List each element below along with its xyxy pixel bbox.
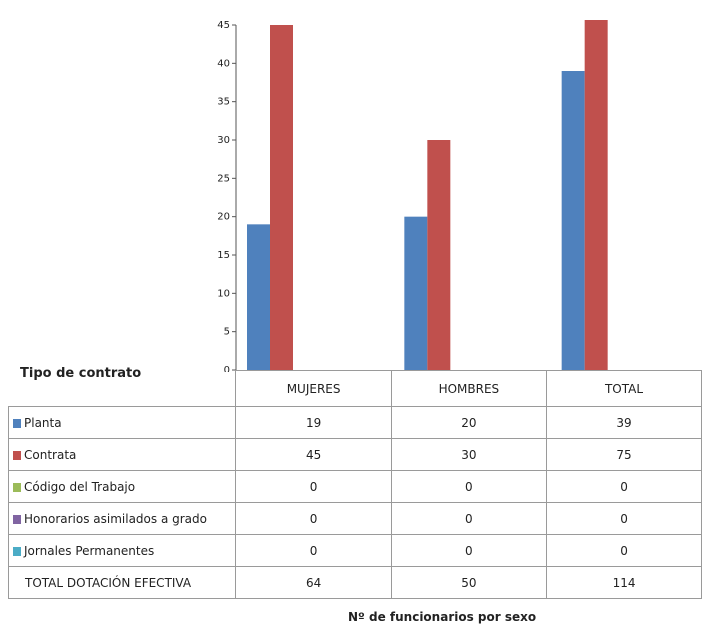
table-row: Jornales Permanentes 0 0 0 (7, 534, 702, 567)
series-label: Honorarios asimilados a grado (7, 502, 237, 535)
table-cell: 0 (235, 502, 392, 535)
y-tick-label: 0 (224, 365, 230, 372)
y-tick-label: 25 (217, 173, 230, 184)
bar (561, 71, 585, 370)
total-row: TOTAL DOTACIÓN EFECTIVA 64 50 114 (7, 566, 702, 599)
legend-swatch (13, 418, 21, 428)
category-label: TOTAL (546, 370, 702, 407)
series-label: Código del Trabajo (7, 470, 237, 503)
table-row: Planta 19 20 39 (7, 406, 702, 439)
y-tick-label: 5 (224, 327, 230, 338)
table-cell: 39 (546, 406, 702, 439)
table-row-title: Tipo de contrato (20, 366, 142, 381)
legend-swatch (13, 514, 21, 524)
table-cell: 19 (235, 406, 392, 439)
series-label: Jornales Permanentes (7, 534, 237, 567)
table-cell: 20 (390, 406, 548, 439)
x-axis-caption: Nº de funcionarios por sexo (348, 610, 537, 624)
series-name: Planta (24, 415, 62, 430)
series-label: Contrata (7, 438, 237, 471)
total-cell: 114 (546, 566, 702, 599)
table-corner (9, 371, 236, 407)
y-tick-label: 30 (217, 135, 230, 146)
category-label: MUJERES (235, 370, 392, 407)
y-tick-label: 15 (217, 250, 230, 261)
total-cell: 50 (390, 566, 548, 599)
table-cell: 75 (546, 438, 702, 471)
series-name: Honorarios asimilados a grado (24, 511, 207, 526)
series-name: Contrata (24, 447, 77, 462)
table-cell: 0 (235, 534, 392, 567)
bar (427, 140, 451, 370)
table-cell: 0 (546, 502, 702, 535)
table-header-row: MUJERES HOMBRES TOTAL (9, 370, 702, 407)
y-tick-label: 45 (217, 20, 230, 31)
table-cell: 0 (390, 502, 548, 535)
series-name: Código del Trabajo (24, 479, 136, 494)
table-cell: 0 (546, 534, 702, 567)
table-cell: 45 (235, 438, 392, 471)
bar-chart: 0 5 10 15 20 25 30 35 40 45 (217, 20, 608, 372)
bar (247, 224, 270, 370)
legend-swatch (13, 450, 21, 460)
table-row: Honorarios asimilados a grado 0 0 0 (7, 502, 702, 535)
bar (584, 20, 608, 370)
table-cell: 0 (546, 470, 702, 503)
data-table: MUJERES HOMBRES TOTAL Planta 19 20 39 Co… (7, 370, 702, 599)
category-label: HOMBRES (390, 370, 548, 407)
table-row: Código del Trabajo 0 0 0 (7, 470, 702, 503)
y-tick-label: 20 (217, 212, 230, 223)
table-cell: 0 (235, 470, 392, 503)
legend-swatch (13, 482, 21, 492)
series-name: Jornales Permanentes (24, 543, 155, 558)
y-tick-label: 10 (217, 288, 230, 299)
table-cell: 30 (390, 438, 548, 471)
table-cell: 0 (390, 470, 548, 503)
total-label: TOTAL DOTACIÓN EFECTIVA (7, 566, 237, 599)
bar (404, 216, 428, 370)
series-label: Planta (7, 406, 237, 439)
table-row: Contrata 45 30 75 (7, 438, 702, 471)
y-tick-label: 40 (217, 58, 230, 69)
table-cell: 0 (390, 534, 548, 567)
y-tick-label: 35 (217, 97, 230, 108)
legend-swatch (13, 546, 21, 556)
bar (270, 25, 293, 370)
total-cell: 64 (235, 566, 392, 599)
